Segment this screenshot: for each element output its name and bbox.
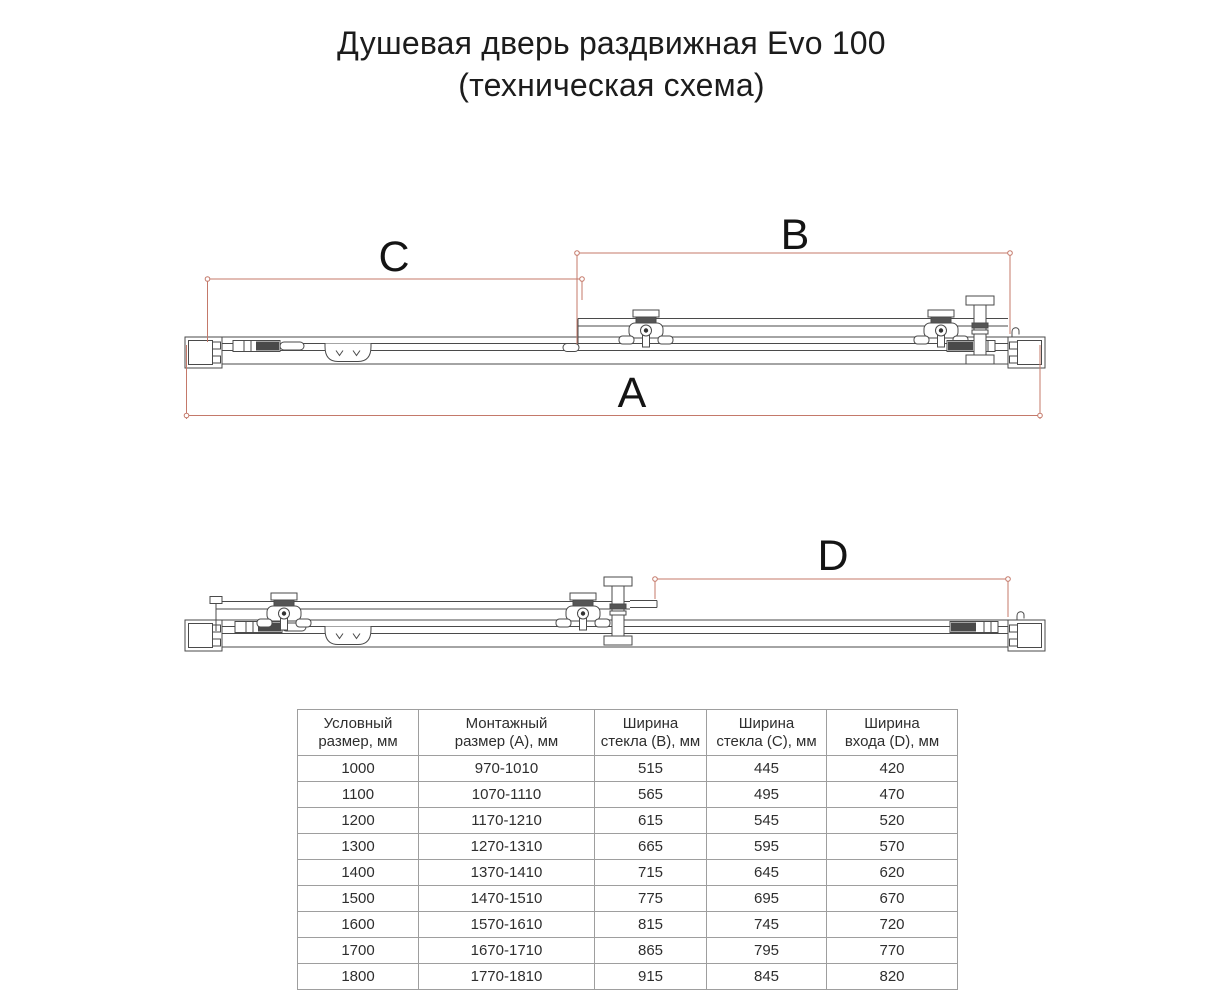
handle-connector-icon <box>946 340 996 352</box>
dimension-d <box>652 576 1011 617</box>
bottom-view-open <box>184 576 1046 652</box>
col-header-glass-width-b: Ширина стекла (B), мм <box>594 709 707 756</box>
table-row: 1600 1570-1610 815 745 720 <box>297 911 958 938</box>
col-header-mounting-size-a: Монтажный размер (A), мм <box>418 709 595 756</box>
door-handle-icon <box>965 295 995 365</box>
hook-icon <box>1011 327 1020 337</box>
table-row: 1500 1470-1510 775 695 670 <box>297 885 958 912</box>
wall-profile-left-icon <box>184 336 223 369</box>
dim-label-b: B <box>781 211 810 259</box>
wall-profile-right-icon <box>1007 336 1046 369</box>
dimensions-top-view <box>183 250 1043 419</box>
table-row: 1100 1070-1110 565 495 470 <box>297 781 958 808</box>
table-header-row: Условный размер, мм Монтажный размер (A)… <box>297 709 958 756</box>
hook-icon <box>1016 611 1025 620</box>
table-row: 1800 1770-1810 915 845 820 <box>297 963 958 990</box>
col-header-entry-width-d: Ширина входа (D), мм <box>826 709 958 756</box>
dimension-table: Условный размер, мм Монтажный размер (A)… <box>297 709 958 990</box>
table-row: 1200 1170-1210 615 545 520 <box>297 807 958 834</box>
table-row: 1300 1270-1310 665 595 570 <box>297 833 958 860</box>
door-handle-icon <box>603 576 633 646</box>
title-line1: Душевая дверь раздвижная Evo 100 <box>337 25 886 61</box>
dimension-c <box>204 276 585 342</box>
dimension-a <box>183 345 1043 419</box>
bottom-guide-icon <box>321 343 375 362</box>
wall-profile-right-icon <box>1007 619 1046 652</box>
roller-icon <box>555 592 611 631</box>
top-view-closed <box>184 295 1046 369</box>
page-title: Душевая дверь раздвижная Evo 100 (технич… <box>0 22 1223 106</box>
dimension-b <box>574 250 1013 344</box>
fixed-panel-edge-icon <box>949 621 999 633</box>
dim-label-c: C <box>378 233 409 281</box>
fixed-panel-connector-icon <box>232 340 305 352</box>
dim-label-a: A <box>618 369 647 417</box>
table-row: 1400 1370-1410 715 645 620 <box>297 859 958 886</box>
wall-track-lines <box>222 336 1008 365</box>
roller-icon <box>618 309 674 348</box>
bottom-guide-icon <box>321 626 375 645</box>
roller-icon <box>256 592 312 631</box>
title-line2: (техническая схема) <box>458 67 765 104</box>
table-row: 1000 970-1010 515 445 420 <box>297 755 958 782</box>
col-header-nominal-size: Условный размер, мм <box>297 709 419 756</box>
col-header-glass-width-c: Ширина стекла (C), мм <box>706 709 827 756</box>
dim-label-d: D <box>817 532 848 580</box>
table-row: 1700 1670-1710 865 795 770 <box>297 937 958 964</box>
